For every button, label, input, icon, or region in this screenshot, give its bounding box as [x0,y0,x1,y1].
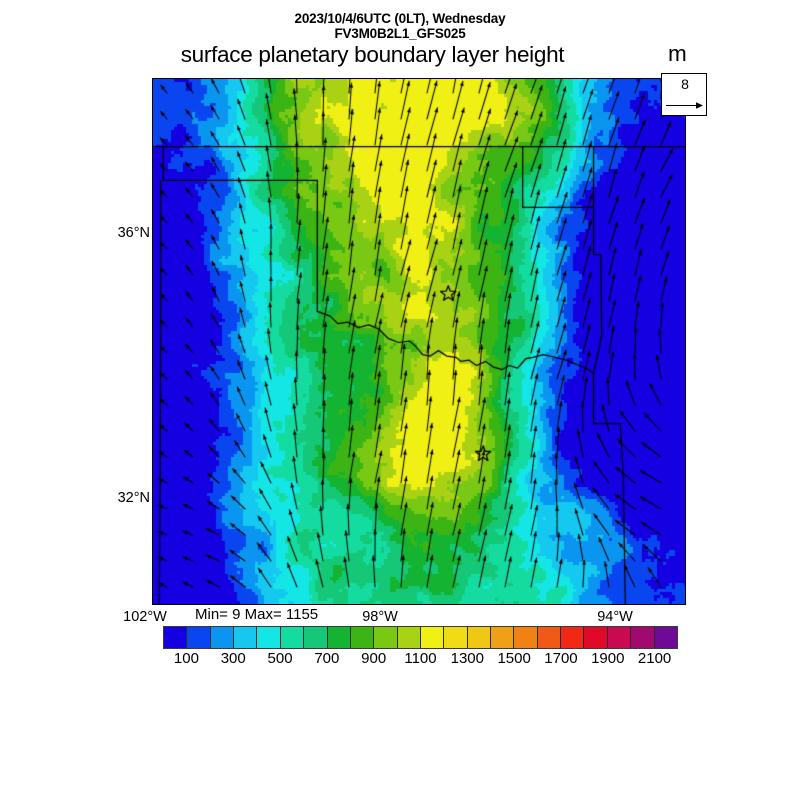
colorbar-swatch-9 [374,627,398,648]
colorbar-tick-700: 700 [314,650,340,667]
colorbar-tick-2100: 2100 [637,650,672,667]
wind-vector-key-value: 8 [681,76,689,92]
colorbar-tick-1300: 1300 [450,650,484,667]
colorbar-swatch-3 [234,627,258,648]
colorbar-swatch-6 [304,627,328,648]
colorbar-tick-1500: 1500 [497,650,531,667]
lon-label-98w: 98°W [362,609,398,625]
right-arrow-icon [666,102,703,109]
units-label: m [668,41,687,66]
colorbar-swatch-5 [280,627,305,648]
colorbar-swatch-17 [561,627,585,648]
colorbar-swatch-15 [514,627,538,648]
colorbar-tick-900: 900 [361,650,387,667]
colorbar-tick-500: 500 [267,650,293,667]
colorbar [163,626,678,649]
colorbar-tick-labels: 100 300 500 700 900 1100 1300 1500 1700 1900 2100 [163,650,678,670]
lat-label-36n: 36°N [117,225,150,241]
page-title: surface planetary boundary layer height [180,42,565,67]
map-plot-area [152,78,686,605]
lon-label-94w: 94°W [597,609,633,625]
colorbar-tick-1100: 1100 [404,650,437,667]
colorbar-swatch-14 [491,627,515,648]
colorbar-tick-100: 100 [173,650,199,667]
colorbar-swatch-2 [210,627,235,648]
colorbar-tick-300: 300 [220,650,246,667]
lon-label-102w: 102°W [123,609,167,625]
colorbar-swatch-10 [397,627,421,648]
colorbar-swatch-8 [350,627,375,648]
title-datetime: 2023/10/4/6UTC (0LT), Wednesday [294,11,506,26]
colorbar-swatch-20 [631,627,655,648]
colorbar-swatch-16 [537,627,562,648]
wind-vector-key: 8 [661,73,707,116]
min-max-annotation: Min= 9 Max= 1155 [195,606,319,623]
title-model: FV3M0B2L1_GFS025 [334,26,466,41]
colorbar-swatch-0 [164,627,188,648]
lat-label-32n: 32°N [117,490,150,506]
colorbar-swatch-4 [257,627,281,648]
colorbar-tick-1900: 1900 [591,650,625,667]
wind-vector-and-boundary-overlay [153,79,685,604]
colorbar-swatch-12 [444,627,468,648]
colorbar-swatch-1 [187,627,211,648]
colorbar-swatch-19 [607,627,632,648]
colorbar-swatch-21 [654,627,677,648]
colorbar-swatch-13 [467,627,492,648]
colorbar-swatch-11 [420,627,445,648]
colorbar-tick-1700: 1700 [544,650,578,667]
colorbar-swatch-18 [584,627,608,648]
colorbar-swatch-7 [327,627,351,648]
